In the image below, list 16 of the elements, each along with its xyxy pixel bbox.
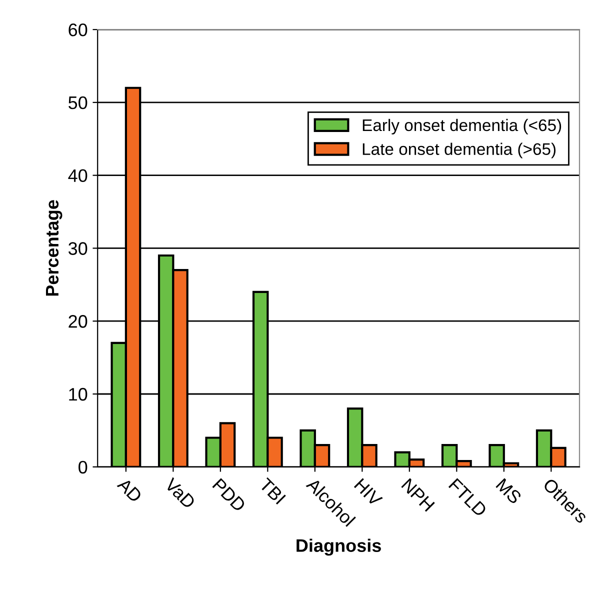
x-tick-label: VaD xyxy=(164,477,196,510)
y-tick-label: 0 xyxy=(78,460,88,474)
y-tick-label: 30 xyxy=(68,242,88,255)
x-tick-label: MS xyxy=(496,478,522,505)
legend-label: Early onset dementia (<65) xyxy=(362,118,562,134)
y-tick-label: 60 xyxy=(68,23,88,36)
x-tick-label: HIV xyxy=(354,478,383,508)
y-tick-label: 20 xyxy=(68,315,88,328)
x-tick-label: AD xyxy=(116,477,143,503)
y-tick-label: 50 xyxy=(68,96,88,110)
y-tick-label: 10 xyxy=(69,388,88,401)
x-tick-label: TBI xyxy=(258,477,286,505)
x-axis-title: Diagnosis xyxy=(296,538,381,556)
y-tick-label: 40 xyxy=(68,169,88,182)
legend-label: Late onset dementia (>65) xyxy=(362,142,556,158)
y-axis-title: Percentage xyxy=(46,200,62,296)
